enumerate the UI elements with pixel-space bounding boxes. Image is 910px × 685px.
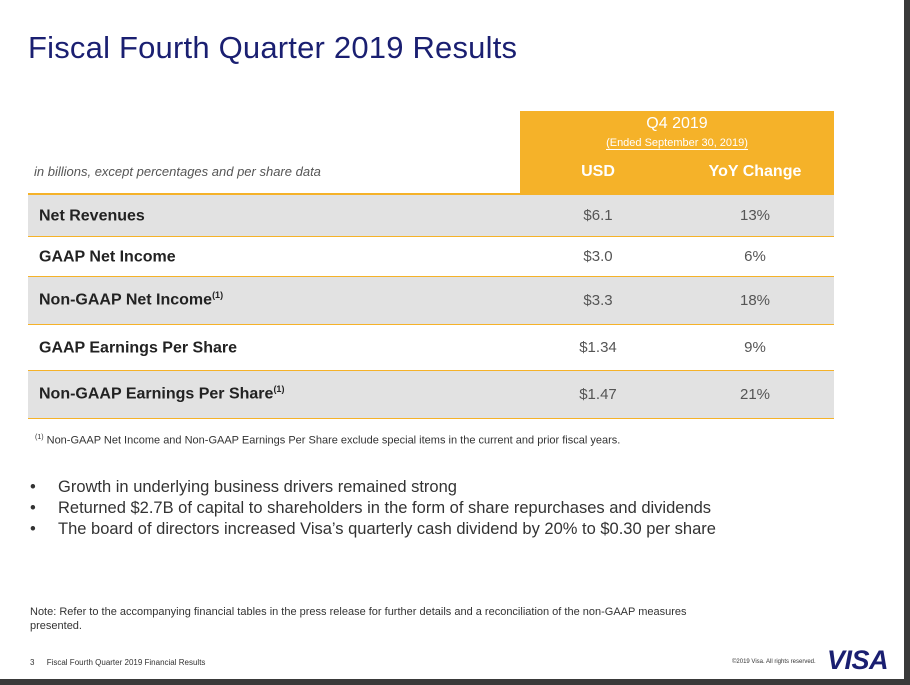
page-number: 3 — [30, 658, 35, 667]
row-usd-value: $6.1 — [583, 207, 613, 224]
row-yoy-value: 9% — [744, 339, 766, 356]
row-usd-value: $3.0 — [583, 248, 613, 265]
row-label: GAAP Net Income — [39, 248, 176, 266]
reconciliation-note: Note: Refer to the accompanying financia… — [30, 606, 687, 632]
row-label: Non-GAAP Net Income(1) — [39, 290, 224, 309]
column-header-usd: USD — [520, 151, 676, 193]
bullet-icon: • — [30, 499, 36, 517]
footer-title: Fiscal Fourth Quarter 2019 Financial Res… — [46, 658, 206, 667]
column-header-yoy: YoY Change — [676, 151, 834, 193]
row-yoy-value: 13% — [739, 207, 771, 224]
table-footnote: (1) Non-GAAP Net Income and Non-GAAP Ear… — [35, 434, 621, 447]
table-row: GAAP Earnings Per Share $1.34 9% — [28, 325, 834, 371]
list-item-text: Returned $2.7B of capital to shareholder… — [58, 499, 712, 517]
row-usd-value: $1.47 — [579, 386, 617, 403]
period-sub-label: (Ended September 30, 2019) — [606, 137, 748, 150]
period-header: Q4 2019 (Ended September 30, 2019) — [520, 111, 834, 151]
table-row: Non-GAAP Earnings Per Share(1) $1.47 21% — [28, 371, 834, 419]
list-item-text: The board of directors increased Visa’s … — [58, 520, 716, 538]
bullet-icon: • — [30, 478, 36, 496]
table-row: Net Revenues $6.1 13% — [28, 195, 834, 237]
list-item-text: Growth in underlying business drivers re… — [58, 478, 457, 496]
copyright: ©2019 Visa. All rights reserved. — [732, 659, 816, 665]
row-yoy-value: 18% — [739, 292, 771, 309]
units-note: in billions, except percentages and per … — [34, 164, 321, 179]
row-usd-value: $1.34 — [579, 339, 617, 356]
row-usd-value: $3.3 — [583, 292, 613, 309]
table-row: Non-GAAP Net Income(1) $3.3 18% — [28, 277, 834, 325]
period-label: Q4 2019 — [646, 115, 708, 132]
bullet-icon: • — [30, 520, 36, 538]
row-label: GAAP Earnings Per Share — [39, 339, 237, 357]
table-row: GAAP Net Income $3.0 6% — [28, 237, 834, 277]
visa-logo: VISA — [827, 645, 889, 675]
row-label: Non-GAAP Earnings Per Share(1) — [39, 384, 285, 403]
column-header-row: in billions, except percentages and per … — [28, 151, 834, 195]
page-footer: 3 Fiscal Fourth Quarter 2019 Financial R… — [30, 658, 205, 667]
row-yoy-value: 21% — [739, 386, 771, 403]
row-yoy-value: 6% — [744, 248, 766, 265]
page-title: Fiscal Fourth Quarter 2019 Results — [28, 30, 518, 65]
row-label: Net Revenues — [39, 207, 145, 225]
